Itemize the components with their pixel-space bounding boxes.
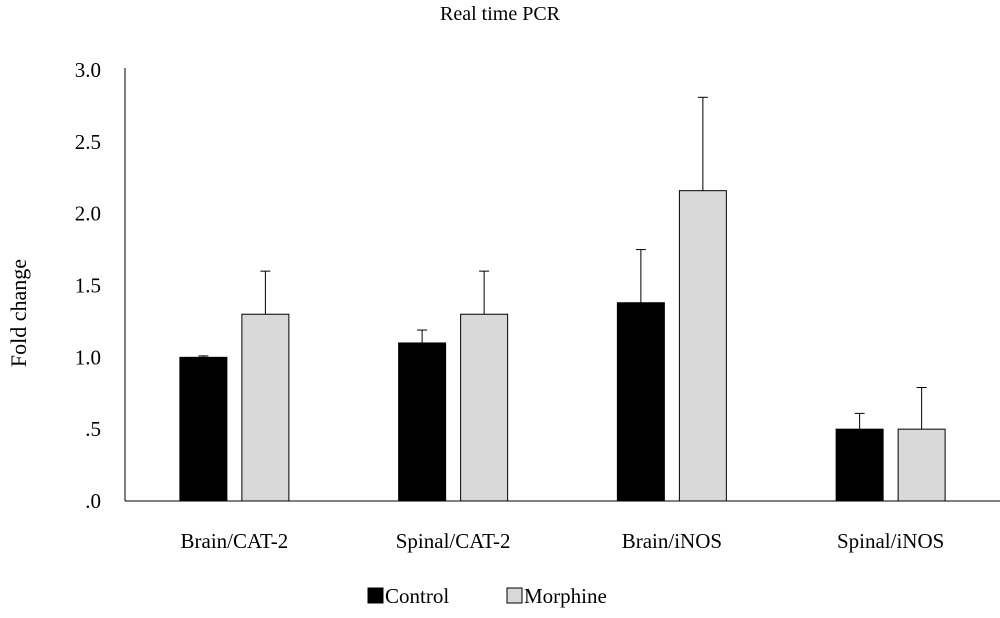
bar-control-3 [616,302,665,502]
y-axis-label: Fold change [6,259,31,367]
y-tick-label: 1.5 [75,274,101,298]
legend-label-control: Control [385,584,449,608]
bar-morphine-4 [897,428,946,502]
chart-title: Real time PCR [440,3,561,25]
y-tick-label: 1.0 [75,345,101,369]
legend-swatch-control [367,587,384,604]
bar-morphine-1 [241,313,290,502]
legend: Control Morphine [367,584,607,608]
y-tick-label: 3.0 [75,58,101,82]
y-tick-label: 2.5 [75,130,101,154]
x-tick-label: Spinal/iNOS [837,529,944,553]
x-tick-label: Spinal/CAT-2 [396,529,511,553]
bar-morphine-2 [460,313,509,502]
bar-control-1 [179,356,228,502]
bar-control-4 [835,428,884,502]
legend-swatch-morphine [506,587,523,604]
legend-label-morphine: Morphine [524,584,607,608]
bar-morphine-3 [678,190,727,502]
y-tick-label: .5 [85,417,101,441]
y-tick-label: .0 [85,489,101,513]
y-tick-label: 2.0 [75,202,101,226]
bar-control-2 [398,342,447,502]
x-tick-label: Brain/iNOS [622,529,722,553]
plot-area: .0 .5 1.0 1.5 2.0 2.5 3.0 Brain/CAT-2 Spinal/CAT… [75,58,1000,553]
x-tick-label: Brain/CAT-2 [181,529,289,553]
